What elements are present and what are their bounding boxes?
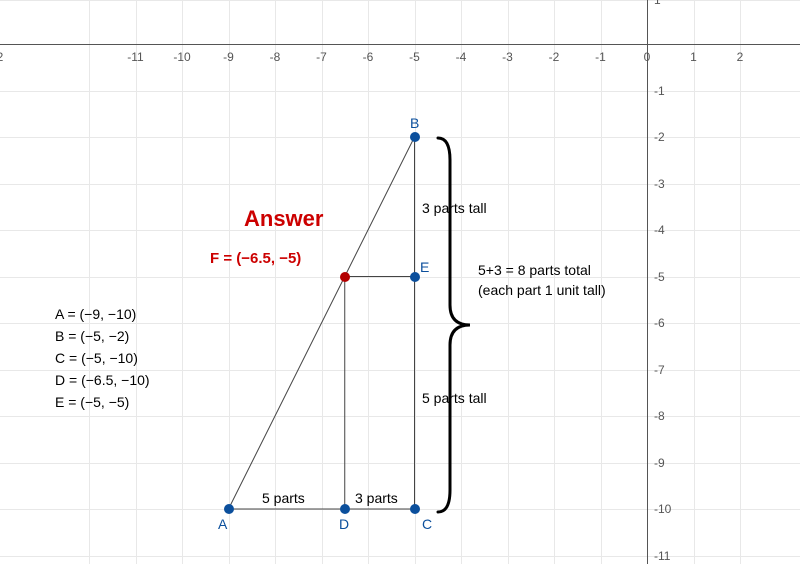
point-a xyxy=(224,504,234,514)
brace-icon xyxy=(430,130,490,520)
point-c xyxy=(410,504,420,514)
point-label-b: B xyxy=(410,115,419,131)
point-b xyxy=(410,132,420,142)
point-f xyxy=(340,272,350,282)
point-label-e: E xyxy=(420,259,429,275)
chart-canvas: 2 -11 -10 -9 -8 -7 -6 -5 -4 -3 -2 -1 0 1… xyxy=(0,0,800,564)
point-d xyxy=(340,504,350,514)
point-label-d: D xyxy=(339,516,349,532)
point-label-a: A xyxy=(218,516,227,532)
point-label-c: C xyxy=(422,516,432,532)
point-e xyxy=(410,272,420,282)
segments xyxy=(0,0,800,564)
